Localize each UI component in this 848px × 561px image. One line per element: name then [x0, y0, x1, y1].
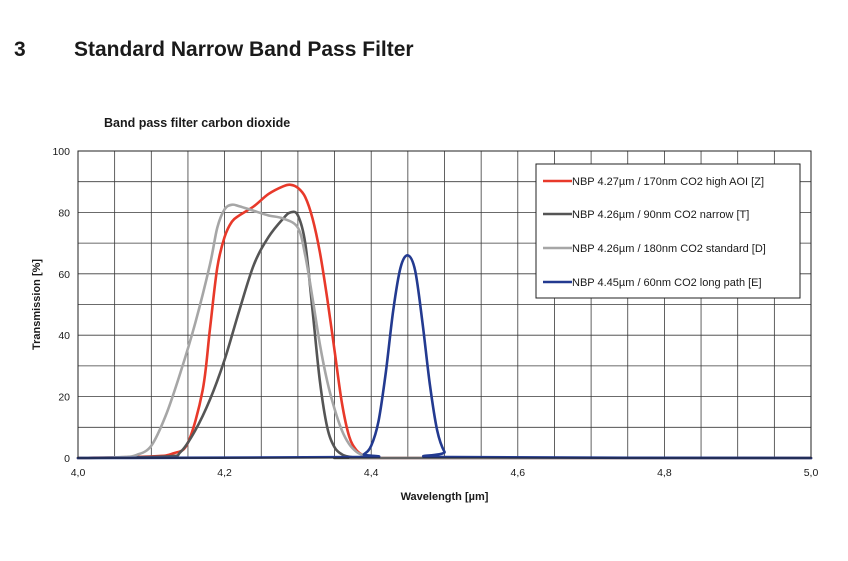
- legend-label: NBP 4.45µm / 60nm CO2 long path [E]: [572, 277, 762, 289]
- legend-label: NBP 4.26µm / 180nm CO2 standard [D]: [572, 243, 766, 255]
- series-line-e: [76, 254, 813, 460]
- x-tick-label: 4,8: [657, 467, 672, 479]
- y-axis-label: Transmission [%]: [31, 259, 43, 350]
- y-tick-labels: 0 20 40 60 80 100: [52, 146, 70, 465]
- y-tick-label: 100: [52, 146, 70, 158]
- x-tick-label: 4,0: [71, 467, 86, 479]
- x-tick-label: 5,0: [804, 467, 819, 479]
- y-tick-label: 0: [64, 453, 70, 465]
- x-tick-labels: 4,0 4,2 4,4 4,6 4,8 5,0: [71, 467, 819, 479]
- plot-frame: [77, 150, 812, 459]
- y-tick-label: 80: [58, 207, 70, 219]
- legend: NBP 4.27µm / 170nm CO2 high AOI [Z] NBP 4…: [535, 163, 801, 299]
- y-tick-label: 40: [58, 330, 70, 342]
- chart-title: Band pass filter carbon dioxide: [104, 116, 290, 130]
- legend-label: NBP 4.26µm / 90nm CO2 narrow [T]: [572, 209, 749, 221]
- grid: [78, 151, 811, 458]
- section-number: 3: [14, 38, 26, 61]
- legend-box: [535, 163, 801, 299]
- x-tick-label: 4,6: [510, 467, 525, 479]
- legend-label: NBP 4.27µm / 170nm CO2 high AOI [Z]: [572, 176, 764, 188]
- y-tick-label: 20: [58, 392, 70, 404]
- section-title: Standard Narrow Band Pass Filter: [74, 38, 414, 61]
- x-axis-label: Wavelength [µm]: [401, 491, 489, 503]
- x-tick-label: 4,2: [217, 467, 232, 479]
- x-tick-label: 4,4: [364, 467, 379, 479]
- y-tick-label: 60: [58, 269, 70, 281]
